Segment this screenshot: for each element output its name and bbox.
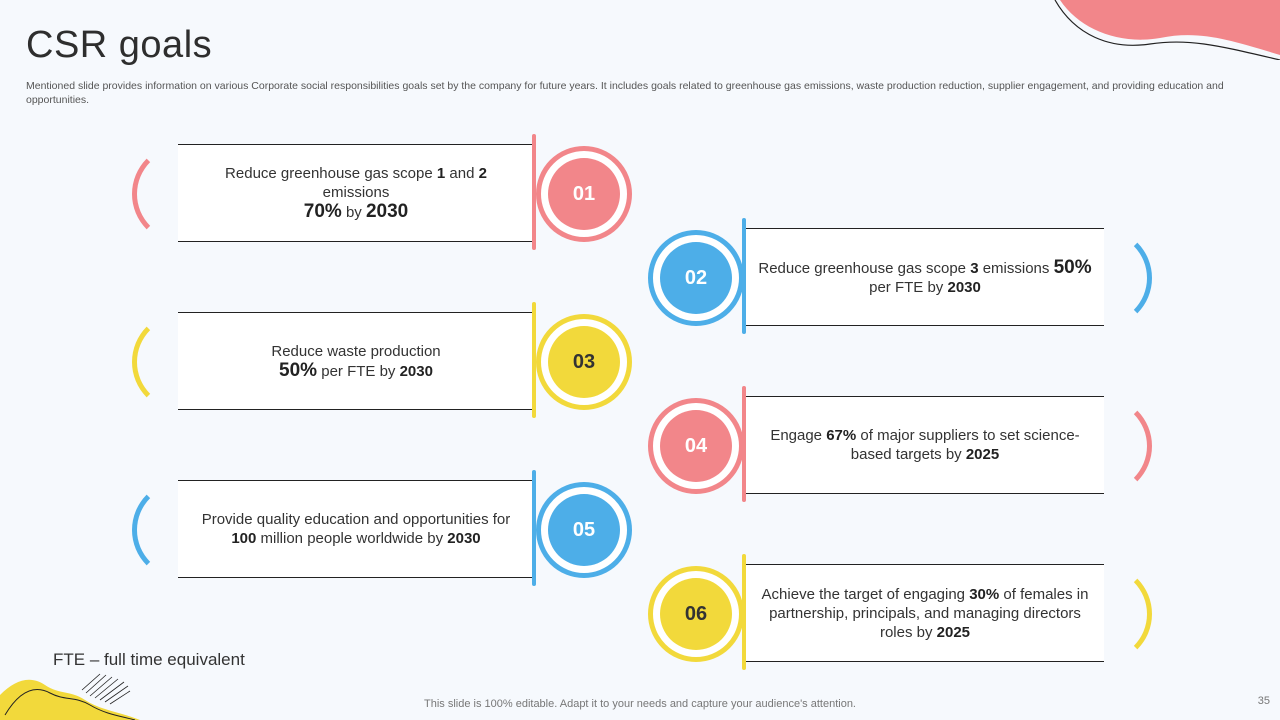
goal-number: 03: [548, 326, 620, 398]
goal-card-03: Reduce waste production 50% per FTE by 2…: [130, 302, 650, 422]
goal-text: Engage 67% of major suppliers to set sci…: [746, 396, 1104, 494]
goal-arc: [132, 144, 232, 244]
goal-text: Achieve the target of engaging 30% of fe…: [746, 564, 1104, 662]
goal-number-badge: 01: [536, 146, 632, 242]
goal-text: Reduce greenhouse gas scope 3 emissions …: [746, 228, 1104, 326]
goal-number: 06: [660, 578, 732, 650]
goal-number-badge: 05: [536, 482, 632, 578]
goal-divider: [742, 554, 746, 670]
goal-card-05: Provide quality education and opportunit…: [130, 470, 650, 590]
goal-text: Reduce greenhouse gas scope 1 and 2 emis…: [178, 144, 534, 242]
goal-arc: [132, 480, 232, 580]
goal-card-02: 02 Reduce greenhouse gas scope 3 emissio…: [648, 218, 1168, 338]
goal-divider: [532, 470, 536, 586]
goal-divider: [742, 386, 746, 502]
goal-number: 01: [548, 158, 620, 230]
goal-number: 05: [548, 494, 620, 566]
footnote: FTE – full time equivalent: [53, 650, 245, 669]
slide-subtitle: Mentioned slide provides information on …: [26, 80, 1224, 106]
goal-arc: [1052, 396, 1152, 496]
goal-divider: [532, 134, 536, 250]
goal-number-badge: 06: [648, 566, 744, 662]
page-number: 35: [1257, 695, 1270, 707]
goal-number-badge: 02: [648, 230, 744, 326]
goal-divider: [532, 302, 536, 418]
goal-text: Provide quality education and opportunit…: [178, 480, 534, 578]
goal-card-01: Reduce greenhouse gas scope 1 and 2 emis…: [130, 134, 650, 254]
goal-card-06: 06 Achieve the target of engaging 30% of…: [648, 554, 1168, 674]
goal-divider: [742, 218, 746, 334]
slide-footer: This slide is 100% editable. Adapt it to…: [424, 698, 856, 710]
goal-number: 02: [660, 242, 732, 314]
slide-title: CSR goals: [26, 24, 213, 66]
decorative-blob-bottom: [0, 673, 140, 720]
goal-text: Reduce waste production 50% per FTE by 2…: [178, 312, 534, 410]
goal-number: 04: [660, 410, 732, 482]
goal-arc: [1052, 228, 1152, 328]
goal-card-04: 04 Engage 67% of major suppliers to set …: [648, 386, 1168, 506]
decorative-blob-top: [1054, 0, 1280, 60]
goal-number-badge: 03: [536, 314, 632, 410]
goal-number-badge: 04: [648, 398, 744, 494]
goal-arc: [1052, 564, 1152, 664]
goal-arc: [132, 312, 232, 412]
